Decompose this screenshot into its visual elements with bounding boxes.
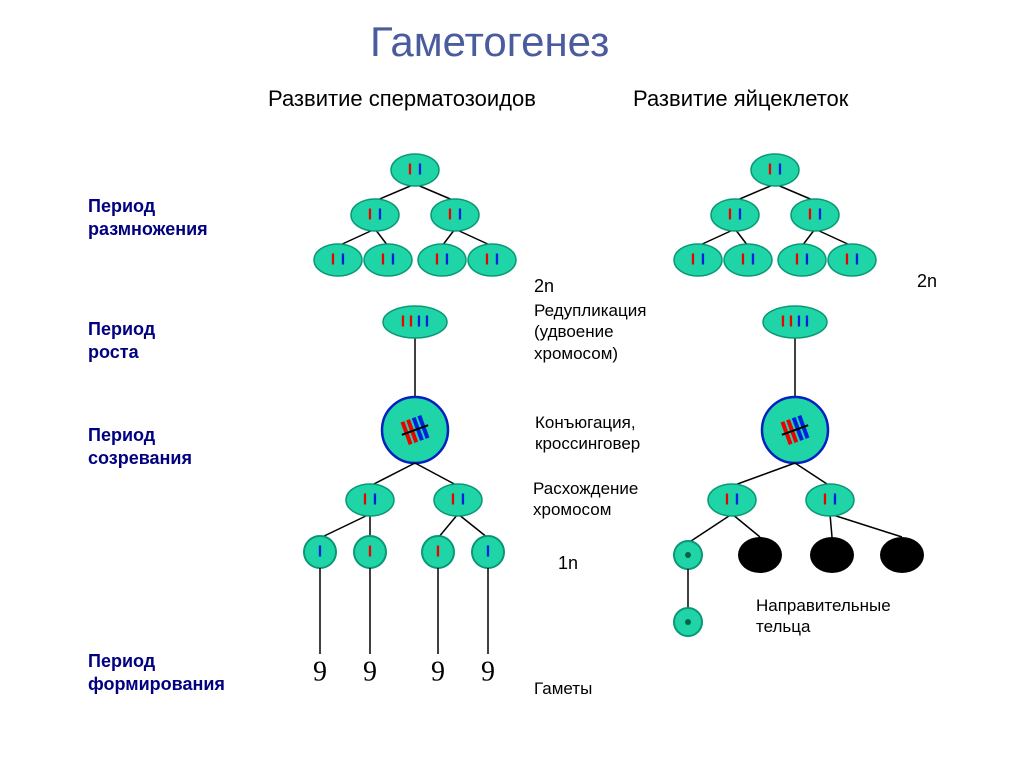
- svg-text:I: I: [738, 207, 742, 224]
- svg-text:I: I: [409, 314, 413, 331]
- svg-text:I: I: [425, 314, 429, 331]
- svg-text:I: I: [381, 252, 385, 269]
- svg-text:I: I: [417, 314, 421, 331]
- svg-text:9: 9: [313, 657, 327, 688]
- subtitle-right: Развитие яйцеклеток: [633, 86, 848, 112]
- svg-text:I: I: [805, 252, 809, 269]
- svg-text:I: I: [485, 252, 489, 269]
- svg-text:I: I: [735, 492, 739, 509]
- svg-text:I: I: [778, 162, 782, 179]
- svg-text:I: I: [341, 252, 345, 269]
- svg-text:I: I: [845, 252, 849, 269]
- annotation-4: Расхождениехромосом: [533, 478, 638, 521]
- annotation-2: Редупликация(удвоениехромосом): [534, 300, 646, 364]
- svg-text:I: I: [823, 492, 827, 509]
- svg-text:I: I: [363, 492, 367, 509]
- annotation-3: Конъюгация,кроссинговер: [535, 412, 640, 455]
- svg-text:I: I: [418, 162, 422, 179]
- svg-text:I: I: [789, 314, 793, 331]
- svg-text:I: I: [318, 544, 322, 561]
- svg-text:I: I: [768, 162, 772, 179]
- svg-text:I: I: [691, 252, 695, 269]
- svg-text:I: I: [805, 314, 809, 331]
- svg-text:I: I: [436, 544, 440, 561]
- svg-text:9: 9: [481, 657, 495, 688]
- svg-text:I: I: [486, 544, 490, 561]
- svg-text:I: I: [741, 252, 745, 269]
- svg-text:I: I: [331, 252, 335, 269]
- svg-text:I: I: [368, 544, 372, 561]
- svg-text:I: I: [451, 492, 455, 509]
- period-label-3: Периодформирования: [88, 650, 225, 695]
- svg-text:9: 9: [363, 657, 377, 688]
- svg-text:I: I: [701, 252, 705, 269]
- svg-text:I: I: [751, 252, 755, 269]
- svg-text:I: I: [373, 492, 377, 509]
- svg-text:I: I: [818, 207, 822, 224]
- svg-text:I: I: [435, 252, 439, 269]
- svg-text:9: 9: [431, 657, 445, 688]
- annotation-5: 1n: [558, 552, 578, 575]
- svg-text:I: I: [458, 207, 462, 224]
- svg-text:I: I: [808, 207, 812, 224]
- svg-text:I: I: [795, 252, 799, 269]
- annotation-1: 2n: [917, 270, 937, 293]
- svg-text:I: I: [448, 207, 452, 224]
- annotation-0: 2n: [534, 275, 554, 298]
- period-label-1: Периодроста: [88, 318, 155, 363]
- svg-text:I: I: [408, 162, 412, 179]
- annotation-7: Гаметы: [534, 678, 592, 699]
- subtitle-left: Развитие сперматозоидов: [268, 86, 536, 112]
- svg-text:I: I: [461, 492, 465, 509]
- svg-text:I: I: [797, 314, 801, 331]
- period-label-0: Периодразмножения: [88, 195, 208, 240]
- svg-text:I: I: [378, 207, 382, 224]
- svg-text:I: I: [495, 252, 499, 269]
- period-label-2: Периодсозревания: [88, 424, 192, 469]
- svg-text:I: I: [781, 314, 785, 331]
- svg-text:I: I: [391, 252, 395, 269]
- svg-text:I: I: [368, 207, 372, 224]
- svg-text:I: I: [725, 492, 729, 509]
- svg-text:I: I: [833, 492, 837, 509]
- svg-text:I: I: [401, 314, 405, 331]
- svg-text:I: I: [728, 207, 732, 224]
- main-title: Гаметогенез: [370, 18, 609, 66]
- svg-text:I: I: [445, 252, 449, 269]
- svg-text:I: I: [855, 252, 859, 269]
- annotation-6: Направительныетельца: [756, 595, 891, 638]
